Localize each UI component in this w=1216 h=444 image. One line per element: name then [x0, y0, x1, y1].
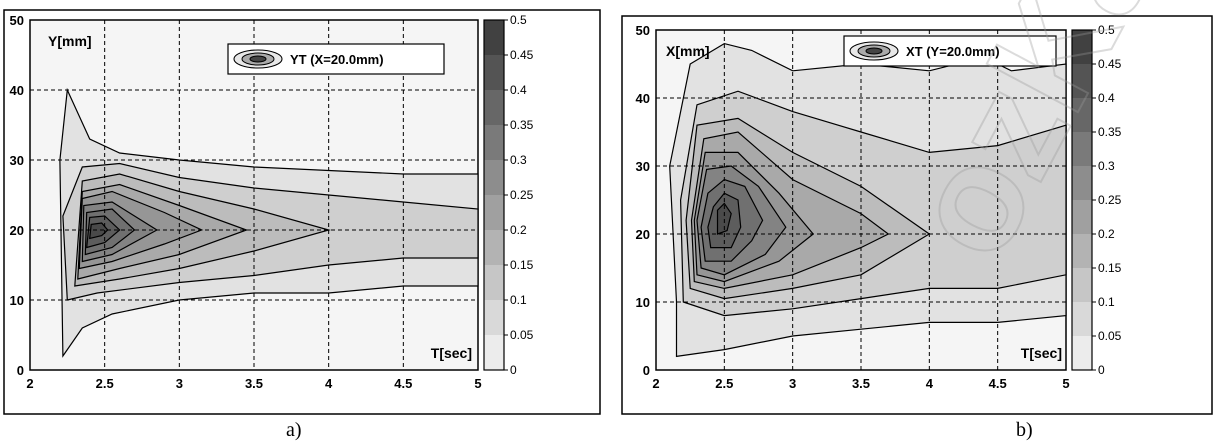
- caption-b: b): [1016, 419, 1033, 441]
- colorbar-tick-label: 0.45: [510, 48, 534, 62]
- colorbar-tick-label: 0.5: [1098, 23, 1115, 37]
- colorbar-swatch: [484, 230, 504, 265]
- colorbar-swatch: [1072, 30, 1092, 64]
- colorbar-swatch: [484, 265, 504, 300]
- chart-b-legend: XT (Y=20.0mm): [843, 35, 1057, 67]
- colorbar-swatch: [1072, 132, 1092, 166]
- y-tick-label: 50: [10, 13, 24, 28]
- contour-legend-icon: [849, 41, 899, 61]
- y-tick-label: 20: [636, 227, 650, 242]
- colorbar-tick-label: 0.4: [1098, 91, 1115, 105]
- y-tick-label: 30: [10, 153, 24, 168]
- x-tick-label: 2.5: [715, 376, 733, 391]
- chart-panel-b: 2 2.5 3 3.5 4 4.5 5 0 10 20 30 40 50 X[mm] T[sec] X…: [612, 0, 1216, 444]
- colorbar-swatch: [484, 125, 504, 160]
- chart-a-grid: [30, 20, 478, 370]
- colorbar-tick-label: 0.1: [510, 293, 527, 307]
- colorbar-tick-label: 0.5: [510, 13, 527, 27]
- colorbar-swatch: [484, 90, 504, 125]
- colorbar-swatch: [1072, 98, 1092, 132]
- y-tick-label: 30: [636, 159, 650, 174]
- colorbar-swatch: [484, 300, 504, 335]
- colorbar-swatch: [1072, 336, 1092, 370]
- x-tick-label: 3.5: [852, 376, 870, 391]
- colorbar-swatch: [484, 195, 504, 230]
- chart-b-x-ticks: 2 2.5 3 3.5 4 4.5 5: [652, 376, 1069, 391]
- colorbar-swatch: [484, 160, 504, 195]
- x-tick-label: 3: [789, 376, 796, 391]
- colorbar-tick-label: 0.2: [510, 223, 527, 237]
- colorbar-swatch: [1072, 200, 1092, 234]
- colorbar-swatch: [1072, 64, 1092, 98]
- colorbar-swatch: [484, 20, 504, 55]
- chart-b-colorbar: 0 0.05 0.1 0.15 0.2 0.25 0.3 0.35 0.4 0.45 0.5: [1071, 23, 1122, 377]
- colorbar-swatch: [1072, 268, 1092, 302]
- x-tick-label: 4.5: [394, 376, 412, 391]
- x-tick-label: 3: [176, 376, 183, 391]
- contour-level-0.45: [716, 202, 732, 235]
- x-tick-label: 5: [1062, 376, 1069, 391]
- colorbar-tick-label: 0.25: [1098, 193, 1122, 207]
- x-tick-label: 3.5: [245, 376, 263, 391]
- colorbar-tick-label: 0.05: [510, 328, 534, 342]
- x-tick-label: 2.5: [96, 376, 114, 391]
- colorbar-swatch: [1072, 234, 1092, 268]
- x-tick-label: 4: [325, 376, 333, 391]
- chart-b-legend-label: XT (Y=20.0mm): [906, 44, 1000, 59]
- y-tick-label: 10: [636, 295, 650, 310]
- chart-a-y-ticks: 0 10 20 30 40 50: [10, 13, 24, 378]
- contour-legend-icon: [233, 49, 283, 69]
- colorbar-tick-label: 0.45: [1098, 57, 1122, 71]
- chart-a-xlabel: T[sec]: [431, 345, 472, 361]
- colorbar-tick-label: 0.25: [510, 188, 534, 202]
- colorbar-tick-label: 0: [1098, 363, 1105, 377]
- x-tick-label: 2: [652, 376, 659, 391]
- colorbar-tick-label: 0: [510, 363, 517, 377]
- y-tick-label: 50: [636, 23, 650, 38]
- x-tick-label: 4.5: [989, 376, 1007, 391]
- x-tick-label: 5: [474, 376, 481, 391]
- chart-a-svg: 2 2.5 3 3.5 4 4.5 5 0 10 20 30 40 50 Y[mm] T[sec] Y…: [3, 9, 601, 415]
- chart-b-y-ticks: 0 10 20 30 40 50: [636, 23, 650, 378]
- y-tick-label: 20: [10, 223, 24, 238]
- colorbar-tick-label: 0.15: [510, 258, 534, 272]
- y-tick-label: 0: [17, 363, 24, 378]
- colorbar-swatch: [484, 55, 504, 90]
- colorbar-tick-label: 0.4: [510, 83, 527, 97]
- colorbar-tick-label: 0.3: [1098, 159, 1115, 173]
- colorbar-swatch: [484, 335, 504, 370]
- chart-b-grid: [656, 30, 1066, 370]
- chart-a-legend: YT (X=20.0mm): [227, 43, 445, 75]
- chart-a-legend-label: YT (X=20.0mm): [290, 52, 384, 67]
- colorbar-swatch: [1072, 302, 1092, 336]
- y-tick-label: 40: [10, 83, 24, 98]
- caption-a: a): [286, 419, 302, 441]
- x-tick-label: 4: [926, 376, 934, 391]
- chart-b-svg: 2 2.5 3 3.5 4 4.5 5 0 10 20 30 40 50 X[mm] T[sec] X…: [621, 0, 1216, 415]
- chart-panel-a: 2 2.5 3 3.5 4 4.5 5 0 10 20 30 40 50 Y[mm] T[sec] Y…: [0, 0, 606, 444]
- y-tick-label: 40: [636, 91, 650, 106]
- colorbar-tick-label: 0.35: [1098, 125, 1122, 139]
- y-tick-label: 0: [643, 363, 650, 378]
- colorbar-tick-label: 0.2: [1098, 227, 1115, 241]
- x-tick-label: 2: [26, 376, 33, 391]
- chart-b-xlabel: T[sec]: [1021, 345, 1062, 361]
- chart-a-x-ticks: 2 2.5 3 3.5 4 4.5 5: [26, 376, 481, 391]
- colorbar-tick-label: 0.15: [1098, 261, 1122, 275]
- colorbar-tick-label: 0.1: [1098, 295, 1115, 309]
- colorbar-tick-label: 0.3: [510, 153, 527, 167]
- chart-a-colorbar: 0 0.05 0.1 0.15 0.2 0.25 0.3 0.35 0.4 0.45 0.5: [483, 13, 534, 377]
- chart-a-ylabel: Y[mm]: [48, 33, 92, 49]
- chart-b-ylabel: X[mm]: [666, 43, 710, 59]
- y-tick-label: 10: [10, 293, 24, 308]
- colorbar-tick-label: 0.05: [1098, 329, 1122, 343]
- colorbar-tick-label: 0.35: [510, 118, 534, 132]
- colorbar-swatch: [1072, 166, 1092, 200]
